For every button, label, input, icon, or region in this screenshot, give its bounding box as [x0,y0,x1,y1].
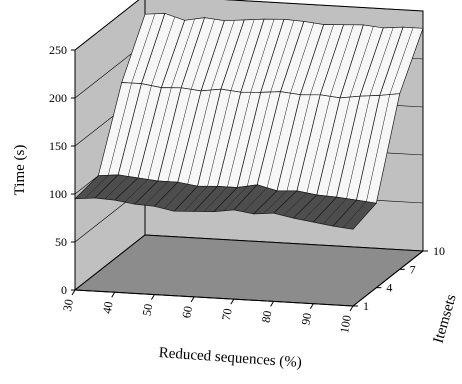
gridline [74,0,424,51]
surface-mesh-line [263,190,288,214]
y-axis-line [352,250,424,307]
x-tick-label: 80 [259,310,275,324]
z-tick-label: 0 [61,283,67,297]
surface-mesh-line [104,176,129,200]
x-tick-mark [270,301,275,307]
y-tick-label: 7 [410,262,416,276]
surface-mesh-line [108,82,132,176]
x-tick-label: 30 [60,298,76,312]
y-tick-label: 10 [433,244,445,258]
surface-mesh-line [203,186,228,212]
surface-mesh-line [366,94,390,202]
surface-mesh-line [250,19,275,93]
surface-mesh-line [303,195,327,221]
surface-mesh-line [190,19,215,90]
x-tick-label: 70 [219,307,235,321]
x-tick-mark [230,298,235,305]
surface-mesh-line [346,95,371,199]
x-axis-title: Reduced sequences (%) [158,345,302,371]
surface-mesh-line [164,183,188,209]
surface-mesh-line [131,13,156,84]
surface-mesh-line [144,181,169,206]
surface-mesh-line [84,175,109,199]
x-tick-mark [190,296,195,303]
z-axis-title: Time (s) [12,145,28,196]
surface-mesh-line [127,85,152,177]
x-tick-label: 100 [337,314,354,334]
z-tick-label: 100 [49,187,67,201]
surface-mesh-line [270,20,295,93]
surface-mesh-line [247,91,271,187]
z-tick-label: 150 [49,139,67,153]
surface-mesh-line [329,24,354,97]
data-surface [74,12,424,230]
surface-mesh-line [290,22,315,94]
surface-mesh-line [227,92,251,187]
surface-mesh-line [306,96,331,194]
x-tick-label: 40 [100,300,116,314]
z-tick-label: 50 [55,235,67,249]
surface-mesh-line [223,185,248,211]
x-axis-line [74,289,354,307]
x-tick-mark [150,294,155,300]
x-tick-label: 60 [179,305,195,319]
y-axis-title: Itemsets [431,293,460,346]
surface-mesh-line [124,179,149,203]
surface-mesh-line [151,16,176,86]
x-tick-mark [349,305,354,312]
surface-mesh-line [310,24,334,95]
z-tick-label: 200 [49,91,67,105]
x-tick-mark [71,289,76,296]
surface-mesh-line [230,19,255,91]
z-tick-label: 250 [49,43,67,57]
surface-mesh-line [369,27,394,96]
surface-mesh-line [389,27,414,95]
tick-labels: 0 50 100 150 200 250 30 40 50 60 70 80 90 100 1 4 7 10 [49,43,445,334]
surface-mesh-line [187,89,212,185]
surface-mesh-line [286,94,311,191]
surface-mesh-line [342,201,367,228]
x-tick-label: 50 [140,303,156,317]
surface-mesh-line [283,192,308,216]
surface-mesh-line [184,186,208,212]
surface-mesh-line [243,187,268,213]
x-tick-mark [309,303,314,309]
surface-mesh-line [167,89,192,182]
chart-frame [71,49,428,312]
surface-mesh-line [210,20,235,91]
surface-mesh-line [326,96,351,197]
surface-mesh-line [147,87,172,180]
surface-mesh-line [171,18,195,88]
surface-mesh-line [207,90,232,187]
surface-mesh-line [266,93,291,188]
surface-mesh-line [349,26,374,98]
y-tick-label: 4 [386,281,392,295]
x-tick-label: 90 [298,312,314,326]
surface-mesh-line [323,198,347,225]
y-tick-label: 1 [363,299,369,313]
x-tick-mark [111,292,116,298]
